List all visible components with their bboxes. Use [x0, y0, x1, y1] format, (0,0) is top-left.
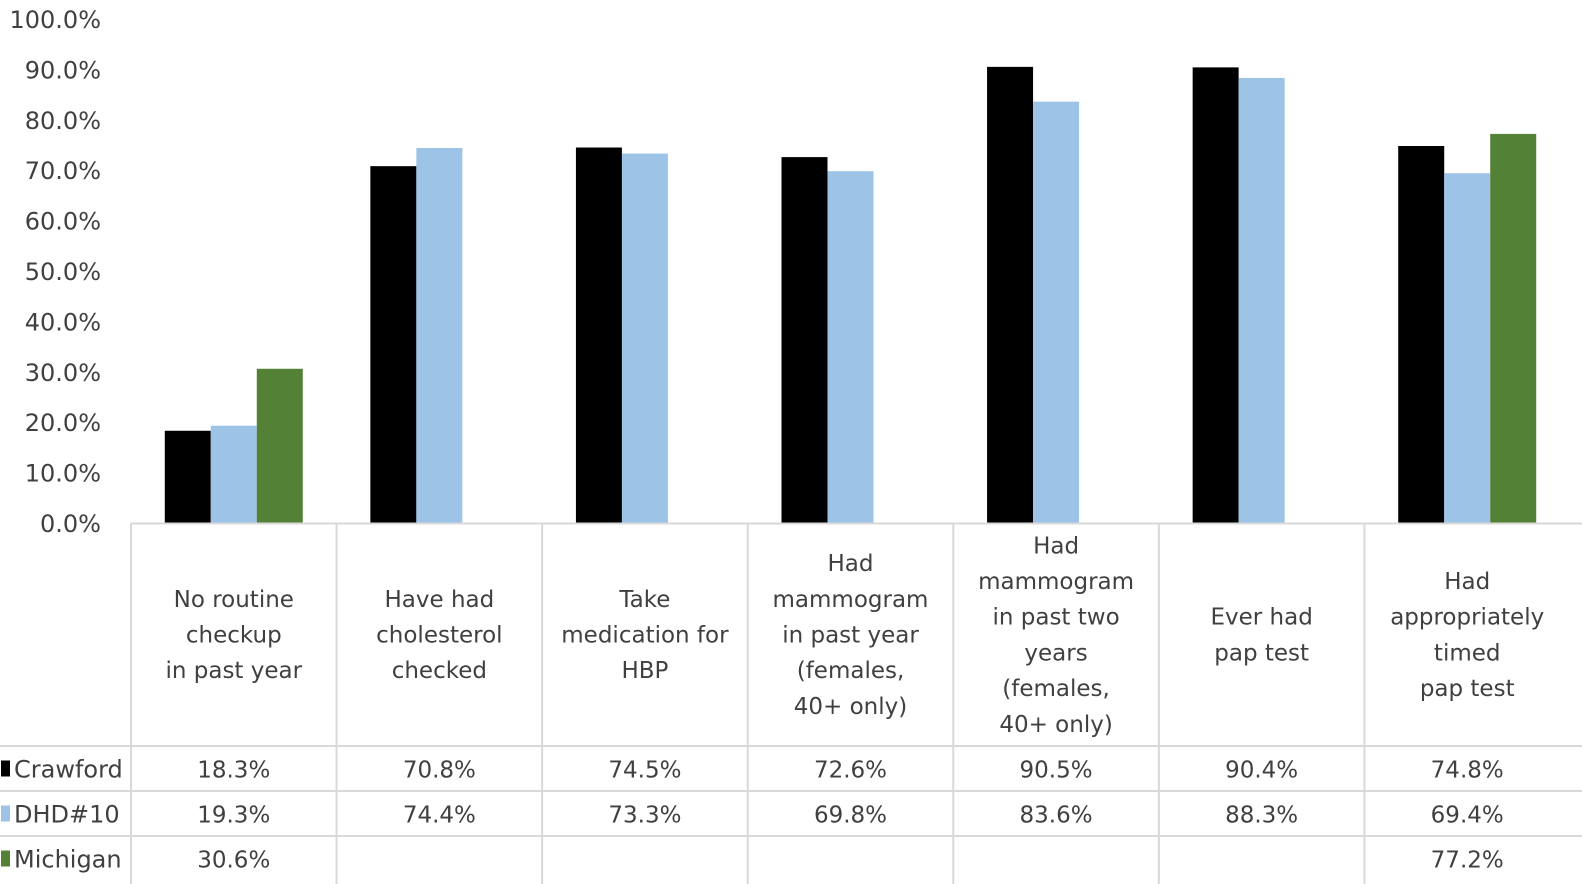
- y-tick-label: 80.0%: [25, 107, 101, 135]
- category-label-line: in past year: [782, 623, 919, 649]
- legend-series-name: DHD#10: [14, 801, 120, 829]
- bar-michigan: [256, 368, 303, 523]
- y-tick-label: 30.0%: [25, 359, 101, 387]
- data-table-value: 88.3%: [1225, 803, 1298, 829]
- category-label-line: mammogram: [773, 587, 929, 613]
- data-table-value: 73.3%: [608, 803, 681, 829]
- data-table-value: 69.4%: [1431, 803, 1504, 829]
- category-label: Take medication for HBP: [561, 587, 729, 684]
- legend-series-name: Crawford: [14, 756, 123, 784]
- category-label-line: pap test: [1214, 640, 1309, 666]
- bar-michigan: [1490, 133, 1537, 524]
- category-label-line: pap test: [1420, 676, 1515, 702]
- bars: [164, 66, 1537, 524]
- category-label-line: checkup: [186, 623, 282, 649]
- y-tick-label: 100.0%: [9, 6, 101, 34]
- category-label-line: No routine: [174, 587, 294, 613]
- data-table-value: 74.4%: [403, 803, 476, 829]
- bar-dhd-10: [621, 153, 668, 523]
- bar-crawford: [164, 430, 211, 523]
- legend-key-crawford: [1, 760, 10, 777]
- category-label-line: Had: [1444, 569, 1490, 595]
- data-table-value: 90.5%: [1020, 758, 1093, 784]
- data-table-value: 30.6%: [197, 848, 270, 874]
- category-label-line: (females,: [1002, 676, 1110, 702]
- category-label: Had mammogram in past year (females, 40+ onl…: [773, 551, 929, 720]
- y-tick-label: 50.0%: [25, 258, 101, 286]
- data-table-value: 77.2%: [1431, 848, 1504, 874]
- category-label-line: mammogram: [978, 569, 1134, 595]
- category-label-line: Have had: [384, 587, 494, 613]
- category-label: Ever had pap test: [1210, 605, 1312, 667]
- data-table-value: 18.3%: [197, 758, 270, 784]
- data-table-value: 69.8%: [814, 803, 887, 829]
- category-label-line: timed: [1434, 640, 1501, 666]
- y-tick-label: 0.0%: [40, 510, 101, 538]
- data-table-value: 83.6%: [1020, 803, 1093, 829]
- bar-dhd-10: [416, 148, 463, 524]
- bar-dhd-10: [210, 425, 257, 523]
- category-label-line: (females,: [797, 658, 905, 684]
- bar-crawford: [1192, 67, 1239, 523]
- category-label-line: Take: [618, 587, 670, 613]
- y-tick-label: 20.0%: [25, 409, 101, 437]
- category-label-line: 40+ only): [999, 712, 1112, 738]
- category-label-line: Had: [1033, 533, 1079, 559]
- y-tick-label: 90.0%: [25, 56, 101, 84]
- data-table-value: 90.4%: [1225, 758, 1298, 784]
- category-label-line: checked: [392, 658, 487, 684]
- category-label-line: HBP: [621, 658, 668, 684]
- category-label-line: in past two: [992, 605, 1119, 631]
- y-axis: 0.0% 10.0% 20.0% 30.0% 40.0% 50.0% 60.0% 70.0% 8…: [9, 6, 101, 538]
- category-label-line: Had: [828, 551, 874, 577]
- data-table-value: 74.8%: [1431, 758, 1504, 784]
- y-tick-label: 10.0%: [25, 460, 101, 488]
- bar-crawford: [370, 166, 417, 523]
- bar-crawford: [987, 66, 1034, 523]
- legend-series-name: Michigan: [14, 846, 122, 874]
- data-table-value: 72.6%: [814, 758, 887, 784]
- y-tick-label: 70.0%: [25, 157, 101, 185]
- bar-crawford: [575, 147, 622, 523]
- category-label-line: medication for: [561, 623, 729, 649]
- category-label-line: cholesterol: [376, 623, 502, 649]
- bar-crawford: [1398, 146, 1445, 523]
- data-table-value: 70.8%: [403, 758, 476, 784]
- category-label: No routine checkup in past year: [165, 587, 302, 684]
- bar-dhd-10: [1033, 101, 1080, 523]
- category-label: Had appropriately timed pap test: [1390, 569, 1544, 702]
- data-table-value: 19.3%: [197, 803, 270, 829]
- y-tick-label: 40.0%: [25, 308, 101, 336]
- category-label: Had mammogram in past two years (females, 40+…: [978, 533, 1134, 738]
- y-tick-label: 60.0%: [25, 208, 101, 236]
- category-label-line: years: [1024, 640, 1087, 666]
- legend-key-dhd-10: [1, 805, 10, 822]
- bar-dhd-10: [1238, 77, 1285, 523]
- category-label-line: 40+ only): [794, 694, 907, 720]
- category-label-line: in past year: [165, 658, 302, 684]
- data-table-value: 74.5%: [608, 758, 681, 784]
- category-label-line: appropriately: [1390, 605, 1544, 631]
- data-table: No routine checkup in past year Have had cho…: [0, 522, 1582, 884]
- category-label: Have had cholesterol checked: [376, 587, 502, 684]
- bar-crawford: [781, 157, 828, 523]
- legend-key-michigan: [1, 850, 10, 867]
- bar-dhd-10: [827, 171, 874, 523]
- bar-dhd-10: [1444, 173, 1491, 523]
- category-label-line: Ever had: [1210, 605, 1312, 631]
